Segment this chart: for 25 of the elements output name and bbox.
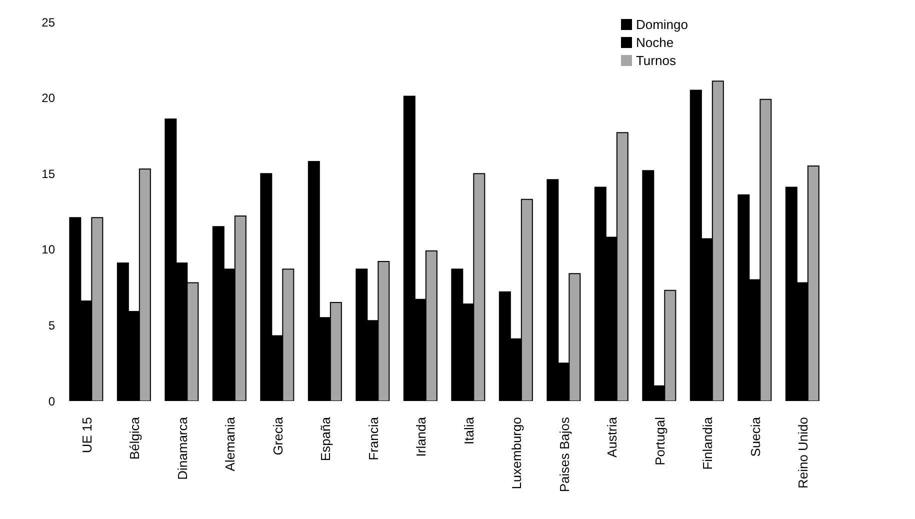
- legend-label: Noche: [636, 35, 674, 50]
- y-tick-label: 0: [48, 394, 56, 408]
- x-tick-label: Italia: [461, 416, 476, 444]
- x-tick-label: Finlandia: [700, 416, 716, 470]
- x-tick-label: UE 15: [79, 417, 94, 454]
- y-tick-label: 20: [42, 91, 56, 106]
- x-tick-label: Reino Unido: [796, 417, 811, 489]
- x-tick-label: Grecia: [270, 416, 286, 456]
- x-tick-label: Paises Bajos: [556, 416, 572, 492]
- x-tick-label: Austria: [604, 416, 620, 458]
- x-tick-label: Portugal: [652, 416, 668, 466]
- x-tick-label: Irlanda: [414, 416, 429, 457]
- legend-label: Domingo: [636, 17, 688, 32]
- x-tick-label: Dinamarca: [174, 416, 190, 480]
- y-tick-label: 25: [42, 15, 56, 30]
- legend-label: Turnos: [636, 53, 676, 68]
- y-tick-label: 15: [42, 166, 56, 181]
- x-tick-label: Luxemburgo: [509, 417, 524, 490]
- x-tick-label: España: [318, 416, 334, 462]
- y-tick-label: 5: [48, 318, 56, 332]
- x-tick-label: Bélgica: [127, 416, 142, 460]
- x-tick-label: Alemania: [222, 416, 238, 472]
- y-tick-label: 10: [42, 242, 56, 257]
- x-tick-label: Suecia: [748, 416, 763, 457]
- x-tick-label: Francia: [366, 416, 381, 460]
